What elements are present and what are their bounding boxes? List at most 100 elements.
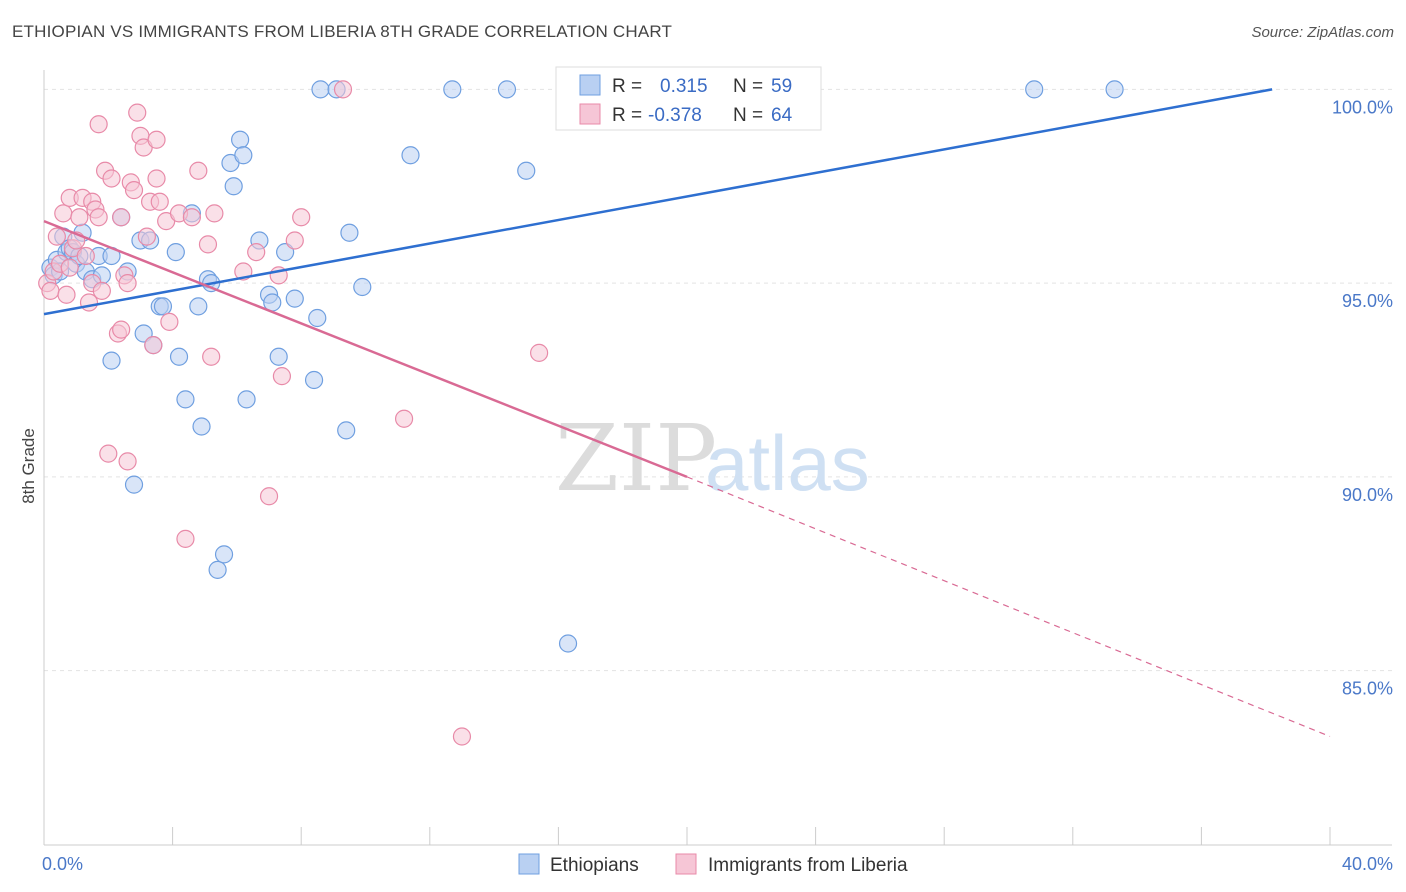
point-liberia (259, 487, 279, 506)
point-liberia (292, 208, 311, 227)
point-ethiopians (102, 351, 121, 370)
point-liberia (41, 281, 60, 300)
point-ethiopians (124, 475, 144, 494)
point-liberia (124, 181, 144, 200)
point-ethiopians (401, 146, 420, 165)
legend-r-label-1: R = (612, 76, 642, 97)
point-ethiopians (224, 177, 243, 196)
point-liberia (285, 231, 304, 250)
point-ethiopians (1105, 80, 1124, 99)
point-ethiopians (285, 289, 304, 308)
point-ethiopians (208, 560, 227, 579)
point-liberia (150, 192, 169, 211)
point-liberia (147, 130, 166, 149)
point-ethiopians (353, 277, 372, 297)
legend-swatch-liberia (579, 103, 601, 125)
point-ethiopians (166, 243, 185, 262)
point-ethiopians (231, 130, 250, 149)
stats-legend: R = 0.315 N = 59 R = -0.378 N = 64 (555, 66, 822, 131)
series-legend: Ethiopians Immigrants from Liberia (518, 853, 908, 876)
point-ethiopians (269, 347, 288, 366)
x-tick-label: 0.0% (42, 854, 83, 874)
point-ethiopians (169, 347, 189, 366)
point-liberia (202, 347, 221, 366)
point-liberia (137, 227, 156, 246)
series-legend-label-liberia: Immigrants from Liberia (708, 855, 908, 876)
point-liberia (182, 208, 201, 227)
point-liberia (112, 320, 131, 339)
point-ethiopians (558, 634, 578, 653)
legend-r-value-2: -0.378 (648, 105, 702, 126)
source-label: Source: ZipAtlas.com (1251, 24, 1394, 41)
point-ethiopians (311, 80, 330, 99)
series-legend-swatch-liberia (675, 853, 697, 875)
gridlines (44, 88, 1392, 672)
trend-line-liberia-extension (686, 476, 1331, 738)
watermark: ZIP atlas (555, 405, 870, 512)
chart-title: ETHIOPIAN VS IMMIGRANTS FROM LIBERIA 8TH… (12, 22, 673, 41)
point-liberia (452, 727, 472, 746)
point-liberia (57, 285, 76, 304)
point-ethiopians (276, 243, 295, 262)
trend-line-ethiopians (43, 88, 1273, 316)
point-liberia (112, 208, 131, 227)
point-ethiopians (176, 390, 195, 409)
point-liberia (144, 336, 163, 355)
point-ethiopians (1025, 80, 1044, 99)
point-ethiopians (234, 146, 253, 165)
point-ethiopians (304, 370, 324, 390)
point-liberia (60, 258, 79, 277)
point-ethiopians (443, 80, 462, 99)
watermark-zip: ZIP (555, 405, 717, 512)
point-liberia (102, 169, 121, 188)
point-liberia (247, 243, 266, 262)
point-ethiopians (214, 545, 234, 564)
point-liberia (198, 235, 218, 254)
legend-n-label-1: N = (733, 76, 763, 97)
point-liberia (394, 409, 414, 428)
point-liberia (54, 204, 73, 223)
legend-r-value-1: 0.315 (660, 76, 708, 97)
point-ethiopians (517, 161, 536, 180)
point-liberia (70, 208, 89, 227)
legend-n-value-2: 64 (771, 105, 793, 126)
trend-line-liberia (43, 219, 688, 479)
axes: 85.0% 90.0% 95.0% 100.0% 0.0% 40.0% (42, 70, 1393, 874)
point-liberia (333, 80, 353, 99)
legend-r-label-2: R = (612, 105, 642, 126)
point-ethiopians (134, 324, 153, 343)
point-liberia (160, 312, 179, 331)
point-liberia (89, 115, 108, 134)
point-ethiopians (192, 417, 211, 436)
point-liberia (89, 208, 108, 227)
y-tick-label: 100.0% (1332, 97, 1393, 117)
point-liberia (176, 529, 195, 548)
point-ethiopians (308, 308, 327, 328)
legend-n-label-2: N = (733, 105, 763, 126)
point-ethiopians (497, 80, 517, 99)
x-tick-label: 40.0% (1342, 854, 1393, 874)
point-liberia (147, 169, 166, 188)
y-tick-label: 95.0% (1342, 291, 1393, 311)
point-liberia (128, 103, 147, 122)
point-ethiopians (337, 421, 356, 440)
point-liberia (189, 161, 208, 180)
series-legend-swatch-ethiopians (518, 853, 540, 875)
data-points (38, 80, 1124, 746)
legend-n-value-1: 59 (771, 76, 792, 97)
point-ethiopians (340, 223, 359, 242)
y-tick-label: 85.0% (1342, 679, 1393, 699)
point-liberia (99, 444, 118, 463)
y-axis-title: 8th Grade (19, 428, 38, 504)
point-ethiopians (189, 297, 208, 316)
legend-swatch-ethiopians (579, 74, 601, 96)
point-liberia (205, 204, 224, 223)
point-liberia (47, 227, 66, 246)
point-liberia (118, 452, 137, 471)
point-liberia (92, 281, 111, 300)
point-ethiopians (237, 390, 256, 409)
point-liberia (272, 367, 292, 386)
point-liberia (530, 343, 549, 362)
point-liberia (76, 246, 95, 266)
